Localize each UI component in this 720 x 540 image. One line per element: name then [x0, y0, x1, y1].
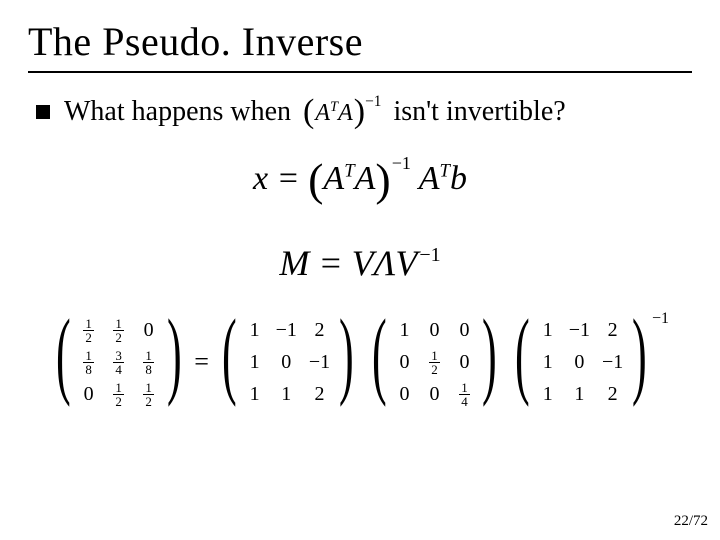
bullet-item: What happens when ( ATA ) −1 isn't inver…	[36, 95, 692, 129]
matrix-cell: 0	[276, 351, 297, 374]
matrix-B: ( 10001200014 )	[363, 312, 506, 412]
matrix-C-superscript: −1	[652, 310, 669, 328]
matrix-cell: 1	[276, 383, 297, 406]
matrix-cell: 0	[395, 351, 413, 374]
matrix-L: ( 1212018341801212 )	[47, 312, 190, 412]
matrix-cell: 1	[246, 383, 264, 406]
matrix-cell: 1	[539, 319, 557, 342]
matrix-cell: −1	[569, 319, 590, 342]
matrix-cell: 0	[569, 351, 590, 374]
matrix-cell: 2	[309, 383, 330, 406]
slide: The Pseudo. Inverse What happens when ( …	[0, 0, 720, 540]
matrix-cell: 18	[80, 349, 98, 376]
page-number: 22/72	[674, 513, 708, 530]
matrix-C: ( 1−1210−1112 ) −1	[506, 312, 669, 412]
matrix-cell: 2	[602, 383, 623, 406]
matrix-cell: −1	[602, 351, 623, 374]
matrix-cell: 12	[80, 317, 98, 344]
matrix-cell: −1	[276, 319, 297, 342]
matrix-cell: 0	[395, 383, 413, 406]
matrix-cell: 2	[602, 319, 623, 342]
slide-title: The Pseudo. Inverse	[28, 18, 692, 65]
matrix-cell: 1	[569, 383, 590, 406]
matrix-cell: 34	[110, 349, 128, 376]
bullet-text: What happens when ( ATA ) −1 isn't inver…	[64, 95, 566, 129]
bullet-after: isn't invertible?	[393, 96, 565, 128]
matrix-cell: 12	[110, 317, 128, 344]
matrix-cell: 1	[246, 319, 264, 342]
matrix-cell: 0	[140, 319, 158, 342]
bullet-before: What happens when	[64, 96, 291, 128]
inline-expression: ( ATA ) −1	[303, 95, 381, 129]
matrix-cell: 1	[395, 319, 413, 342]
matrix-cell: 1	[539, 351, 557, 374]
matrix-cell: 1	[246, 351, 264, 374]
matrix-cell: 0	[80, 383, 98, 406]
matrix-A: ( 1−1210−1112 )	[213, 312, 363, 412]
matrix-cell: 12	[140, 381, 158, 408]
equation-1: x = (ATA)−1 ATb	[28, 153, 692, 206]
matrix-cell: 12	[110, 381, 128, 408]
matrix-cell: 18	[140, 349, 158, 376]
matrix-cell: 12	[425, 349, 443, 376]
equation-2: M = VΛV−1	[28, 242, 692, 284]
matrix-cell: 0	[425, 319, 443, 342]
equals-sign: =	[194, 347, 209, 377]
expr-superscript: −1	[365, 93, 381, 111]
matrix-cell: −1	[309, 351, 330, 374]
expr-inner: ATA	[314, 95, 353, 127]
matrix-cell: 0	[425, 383, 443, 406]
matrix-cell: 1	[539, 383, 557, 406]
matrix-cell: 0	[455, 351, 473, 374]
matrix-cell: 0	[455, 319, 473, 342]
matrix-cell: 2	[309, 319, 330, 342]
title-rule	[28, 71, 692, 73]
matrix-equation: ( 1212018341801212 ) = ( 1−1210−1112 ) (…	[24, 312, 692, 412]
bullet-icon	[36, 105, 50, 119]
matrix-cell: 14	[455, 381, 473, 408]
